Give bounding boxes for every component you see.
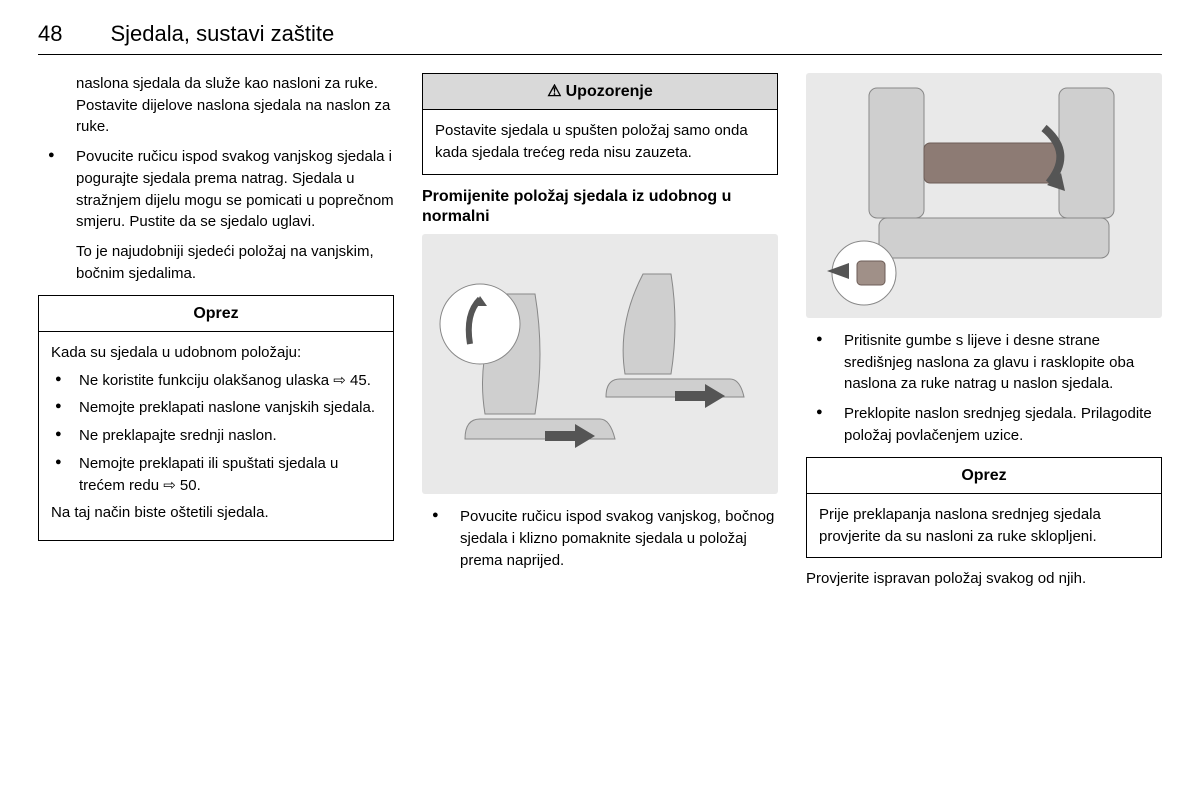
column-1: naslona sjedala da služe kao nasloni za … bbox=[38, 73, 394, 590]
content-columns: naslona sjedala da služe kao nasloni za … bbox=[38, 73, 1162, 590]
caution-box: Oprez Kada su sjedala u udobnom položaju… bbox=[38, 295, 394, 541]
list-item: Ne koristite funkciju olakšanog ulaska ⇨… bbox=[51, 370, 381, 392]
warning-icon: ⚠ bbox=[547, 80, 561, 103]
caution-outro: Na taj način biste oštetili sjedala. bbox=[51, 502, 381, 524]
intro-continuation: naslona sjedala da služe kao nasloni za … bbox=[38, 73, 394, 138]
bullet-text: Povucite ručicu ispod svakog vanjskog, b… bbox=[460, 508, 774, 569]
column-3: Pritisnite gumbe s lijeve i desne strane… bbox=[806, 73, 1162, 590]
list-item: Povucite ručicu ispod svakog vanjskog, b… bbox=[422, 506, 778, 571]
bullet-list-col1: Povucite ručicu ispod svakog vanjskog sj… bbox=[38, 146, 394, 233]
bullet-text: Pritisnite gumbe s lijeve i desne strane… bbox=[844, 332, 1134, 393]
caution-text: Prije preklapanja naslona srednjeg sjeda… bbox=[819, 506, 1101, 545]
trailing-paragraph: Provjerite ispravan položaj svakog od nj… bbox=[806, 568, 1162, 590]
page-number: 48 bbox=[38, 18, 62, 50]
intro-text: naslona sjedala da služe kao nasloni za … bbox=[76, 75, 390, 136]
bullet-list-col2: Povucite ručicu ispod svakog vanjskog, b… bbox=[422, 506, 778, 571]
list-item: Preklopite naslon srednjeg sjedala. Pril… bbox=[806, 403, 1162, 447]
warning-box: ⚠ Upozorenje Postavite sjedala u spušten … bbox=[422, 73, 778, 175]
list-item: Nemojte preklapati ili spuštati sjedala … bbox=[51, 453, 381, 497]
list-item: Nemojte preklapati naslone vanjskih sjed… bbox=[51, 397, 381, 419]
warning-header: ⚠ Upozorenje bbox=[423, 74, 777, 110]
caution-item: Ne koristite funkciju olakšanog ulaska ⇨… bbox=[79, 372, 371, 389]
list-item: Ne preklapajte srednji naslon. bbox=[51, 425, 381, 447]
caution-body-2: Prije preklapanja naslona srednjeg sjeda… bbox=[807, 494, 1161, 558]
caution-item: Ne preklapajte srednji naslon. bbox=[79, 427, 277, 444]
warning-title: Upozorenje bbox=[566, 83, 653, 100]
caution-list: Ne koristite funkciju olakšanog ulaska ⇨… bbox=[51, 370, 381, 497]
bullet-sub: To je najudobniji sjedeći položaj na van… bbox=[76, 243, 374, 282]
seat-adjust-svg bbox=[422, 234, 778, 494]
seat-fold-svg bbox=[806, 73, 1162, 318]
caution-body: Kada su sjedala u udobnom položaju: Ne k… bbox=[39, 332, 393, 540]
page-title: Sjedala, sustavi zaštite bbox=[110, 18, 334, 50]
caution-intro: Kada su sjedala u udobnom položaju: bbox=[51, 342, 381, 364]
caution-item: Nemojte preklapati ili spuštati sjedala … bbox=[79, 455, 338, 494]
column-2: ⚠ Upozorenje Postavite sjedala u spušten … bbox=[422, 73, 778, 590]
list-item: Pritisnite gumbe s lijeve i desne strane… bbox=[806, 330, 1162, 395]
section-heading: Promijenite položaj sjedala iz udobnog u… bbox=[422, 187, 778, 229]
caution-box-2: Oprez Prije preklapanja naslona srednjeg… bbox=[806, 457, 1162, 559]
list-item: Povucite ručicu ispod svakog vanjskog sj… bbox=[38, 146, 394, 233]
caution-title: Oprez bbox=[39, 296, 393, 332]
page-header: 48 Sjedala, sustavi zaštite bbox=[38, 18, 1162, 55]
warning-text: Postavite sjedala u spušten položaj samo… bbox=[435, 122, 748, 161]
warning-body: Postavite sjedala u spušten položaj samo… bbox=[423, 110, 777, 174]
bullet-subtext: To je najudobniji sjedeći položaj na van… bbox=[38, 241, 394, 285]
bullet-text: Preklopite naslon srednjeg sjedala. Pril… bbox=[844, 405, 1152, 444]
seat-adjust-figure bbox=[422, 234, 778, 494]
seat-fold-figure bbox=[806, 73, 1162, 318]
caution-item: Nemojte preklapati naslone vanjskih sjed… bbox=[79, 399, 375, 416]
caution-title-2: Oprez bbox=[807, 458, 1161, 494]
bullet-list-col3: Pritisnite gumbe s lijeve i desne strane… bbox=[806, 330, 1162, 447]
bullet-text: Povucite ručicu ispod svakog vanjskog sj… bbox=[76, 148, 394, 230]
